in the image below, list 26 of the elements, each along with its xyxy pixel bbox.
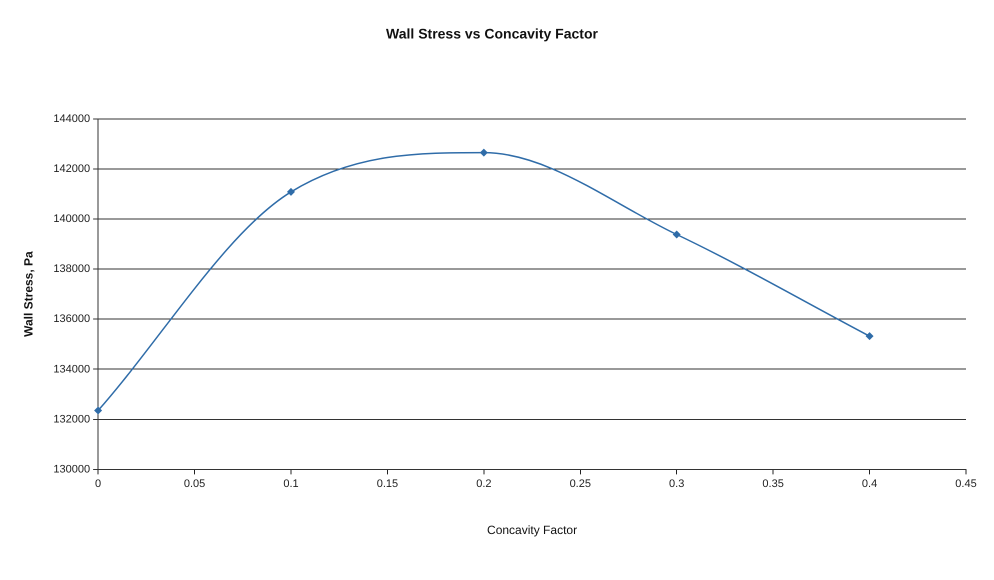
x-tick-label: 0.25 <box>570 478 591 490</box>
x-tick-label: 0.35 <box>762 478 784 490</box>
y-axis-title: Wall Stress, Pa <box>22 250 36 337</box>
y-tick-label: 132000 <box>53 413 90 426</box>
point <box>286 188 295 196</box>
chart-title: Wall Stress vs Concavity Factor <box>386 25 598 42</box>
y-tick-label: 140000 <box>53 213 90 226</box>
x-tick-label: 0.45 <box>955 478 977 490</box>
x-tick-label: 0 <box>95 478 102 490</box>
x-tick-label: 0.2 <box>476 478 492 490</box>
y-tick-label: 138000 <box>53 263 90 276</box>
x-tick-label: 0.1 <box>283 478 299 490</box>
y-tick-label: 142000 <box>53 162 90 175</box>
point <box>866 332 874 340</box>
y-tick-label: 136000 <box>53 313 90 326</box>
x-tick-label: 0.3 <box>669 478 684 490</box>
x-tick-label: 0.4 <box>862 478 878 490</box>
x-axis-title: Concavity Factor <box>487 523 578 538</box>
x-tick-label: 0.05 <box>184 478 206 490</box>
y-tick-label: 134000 <box>53 363 90 376</box>
point <box>672 230 681 238</box>
x-tick-label: 0.15 <box>376 478 398 490</box>
y-tick-label: 130000 <box>53 463 90 476</box>
y-tick-label: 144000 <box>53 112 90 125</box>
point <box>94 406 102 415</box>
point <box>480 148 488 157</box>
